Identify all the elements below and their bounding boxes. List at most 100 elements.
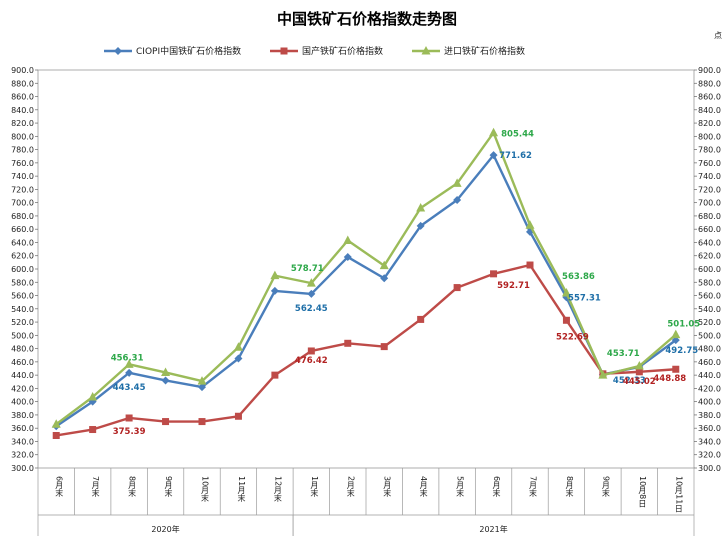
y-tick-label-right: 760.0 xyxy=(698,159,721,168)
x-tick-label: 1月末 xyxy=(310,476,319,498)
y-tick-label-left: 540.0 xyxy=(11,305,34,314)
y-tick-label-right: 660.0 xyxy=(698,225,721,234)
data-label: 375.39 xyxy=(113,427,146,437)
data-point xyxy=(88,392,98,401)
data-point xyxy=(672,365,680,373)
data-label: 448.88 xyxy=(653,374,686,384)
y-tick-label-left: 780.0 xyxy=(11,146,34,155)
y-tick-label-right: 620.0 xyxy=(698,252,721,261)
data-point xyxy=(343,253,352,262)
right-axis-unit: 点 xyxy=(714,31,722,40)
y-tick-label-right: 560.0 xyxy=(698,292,721,301)
y-tick-label-left: 300.0 xyxy=(11,464,34,473)
y-tick-label-right: 540.0 xyxy=(698,305,721,314)
data-point xyxy=(417,315,425,323)
data-point xyxy=(125,368,134,377)
data-point xyxy=(89,426,97,434)
x-tick-label: 7月末 xyxy=(529,476,538,498)
y-tick-label-right: 740.0 xyxy=(698,172,721,181)
data-point xyxy=(490,270,498,278)
series-line-3 xyxy=(55,131,677,426)
data-label: 771.62 xyxy=(499,151,532,161)
y-tick-label-right: 680.0 xyxy=(698,212,721,221)
data-point xyxy=(161,367,171,376)
data-point xyxy=(561,287,571,297)
data-label: 501.05 xyxy=(667,320,700,330)
x-group-label: 2021年 xyxy=(479,524,507,534)
y-tick-label-right: 720.0 xyxy=(698,185,721,194)
data-label: 445.02 xyxy=(623,377,656,387)
y-tick-label-right: 640.0 xyxy=(698,238,721,247)
data-point xyxy=(198,383,206,392)
y-tick-label-right: 380.0 xyxy=(698,411,721,420)
x-tick-label: 8月末 xyxy=(565,476,574,498)
data-point xyxy=(598,370,608,379)
x-tick-label: 10月8日 xyxy=(638,476,647,508)
y-tick-label-right: 580.0 xyxy=(698,278,721,287)
y-tick-label-right: 360.0 xyxy=(698,424,721,433)
data-label: 522.69 xyxy=(556,332,589,342)
data-point xyxy=(452,178,462,187)
y-tick-label-left: 380.0 xyxy=(11,411,34,420)
data-label: 592.71 xyxy=(497,281,530,291)
data-point xyxy=(379,260,389,270)
data-point xyxy=(233,342,243,351)
y-tick-label-right: 480.0 xyxy=(698,345,721,354)
data-point xyxy=(671,329,681,339)
y-tick-label-right: 320.0 xyxy=(698,451,721,460)
y-tick-label-left: 460.0 xyxy=(11,358,34,367)
x-group-label: 2020年 xyxy=(151,524,179,534)
data-label: 805.44 xyxy=(501,130,534,140)
y-tick-label-right: 340.0 xyxy=(698,437,721,446)
data-label: 476.42 xyxy=(295,356,328,366)
data-point xyxy=(197,376,207,385)
data-point xyxy=(306,278,316,287)
x-tick-label: 3月末 xyxy=(383,476,392,498)
y-tick-label-right: 300.0 xyxy=(698,464,721,473)
legend-entry: 进口铁矿石价格指数 xyxy=(444,45,525,57)
data-label: 562.45 xyxy=(295,304,328,314)
y-tick-label-left: 880.0 xyxy=(11,79,34,88)
legend-entry: 国产铁矿石价格指数 xyxy=(302,45,383,57)
data-label: 443.45 xyxy=(113,383,146,393)
x-tick-label: 11月末 xyxy=(237,476,246,503)
y-tick-label-left: 420.0 xyxy=(11,384,34,393)
series-layer xyxy=(51,127,681,439)
y-tick-label-left: 840.0 xyxy=(11,106,34,115)
x-tick-label: 5月末 xyxy=(456,476,465,498)
y-tick-label-left: 440.0 xyxy=(11,371,34,380)
data-point xyxy=(489,127,499,137)
data-labels: 443.45 562.45 771.62 557.31 452.33 492.75 375.… xyxy=(111,130,701,437)
y-tick-label-left: 760.0 xyxy=(11,159,34,168)
y-tick-label-left: 480.0 xyxy=(11,345,34,354)
y-tick-label-right: 800.0 xyxy=(698,132,721,141)
axes: 300.0 300.0 320.0 320.0 340.0 340.0 360.0 360.0… xyxy=(11,66,721,536)
x-tick-label: 2月末 xyxy=(346,476,355,498)
data-point xyxy=(161,376,170,385)
legend-entry: CIOPI中国铁矿石价格指数 xyxy=(136,45,241,57)
data-point xyxy=(198,418,206,426)
y-tick-label-left: 820.0 xyxy=(11,119,34,128)
data-point xyxy=(125,414,133,422)
x-tick-label: 9月末 xyxy=(601,476,610,498)
y-tick-label-left: 740.0 xyxy=(11,172,34,181)
y-tick-label-right: 700.0 xyxy=(698,199,721,208)
data-point xyxy=(270,270,280,280)
y-tick-label-left: 560.0 xyxy=(11,292,34,301)
y-tick-label-left: 680.0 xyxy=(11,212,34,221)
data-point xyxy=(234,412,242,420)
data-point xyxy=(416,202,426,212)
x-tick-label: 12月末 xyxy=(273,476,282,503)
data-point xyxy=(453,196,462,205)
data-point xyxy=(124,359,134,368)
data-label: 453.71 xyxy=(607,349,640,359)
series-line-2 xyxy=(56,263,676,437)
x-tick-label: 6月末 xyxy=(55,476,64,498)
y-tick-label-right: 500.0 xyxy=(698,331,721,340)
y-tick-label-right: 840.0 xyxy=(698,106,721,115)
y-tick-label-right: 820.0 xyxy=(698,119,721,128)
y-tick-label-left: 640.0 xyxy=(11,238,34,247)
y-tick-label-right: 860.0 xyxy=(698,93,721,102)
data-point xyxy=(671,336,680,345)
